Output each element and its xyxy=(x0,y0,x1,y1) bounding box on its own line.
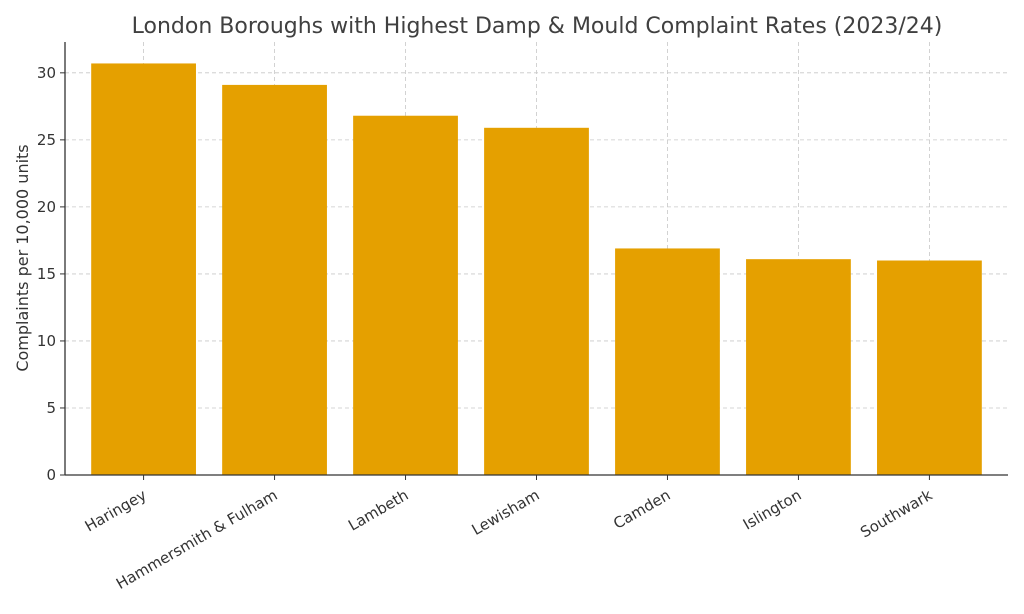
y-tick-label: 0 xyxy=(46,466,56,484)
y-tick-label: 10 xyxy=(37,332,56,350)
bars xyxy=(91,63,982,476)
x-tick-label: Lambeth xyxy=(345,486,411,535)
y-axis-ticks: 0 5 10 15 20 25 30 xyxy=(37,64,65,484)
y-tick-label: 25 xyxy=(37,131,56,149)
x-tick-label: Camden xyxy=(610,486,673,533)
x-tick-label: Lewisham xyxy=(469,486,543,539)
bar xyxy=(746,259,851,475)
y-tick-label: 15 xyxy=(37,265,56,283)
bar xyxy=(877,260,982,475)
bar xyxy=(353,115,458,475)
bar xyxy=(484,127,589,476)
x-tick-label: Islington xyxy=(740,486,805,534)
y-tick-label: 20 xyxy=(37,198,56,216)
bar xyxy=(91,63,196,476)
y-axis-label: Complaints per 10,000 units xyxy=(13,144,32,371)
bar xyxy=(615,248,720,475)
chart-title: London Boroughs with Highest Damp & Moul… xyxy=(132,14,943,39)
bar xyxy=(222,84,327,476)
y-tick-label: 30 xyxy=(37,64,56,82)
x-tick-label: Southwark xyxy=(857,486,935,542)
x-tick-label: Haringey xyxy=(82,486,150,536)
y-tick-label: 5 xyxy=(46,399,56,417)
